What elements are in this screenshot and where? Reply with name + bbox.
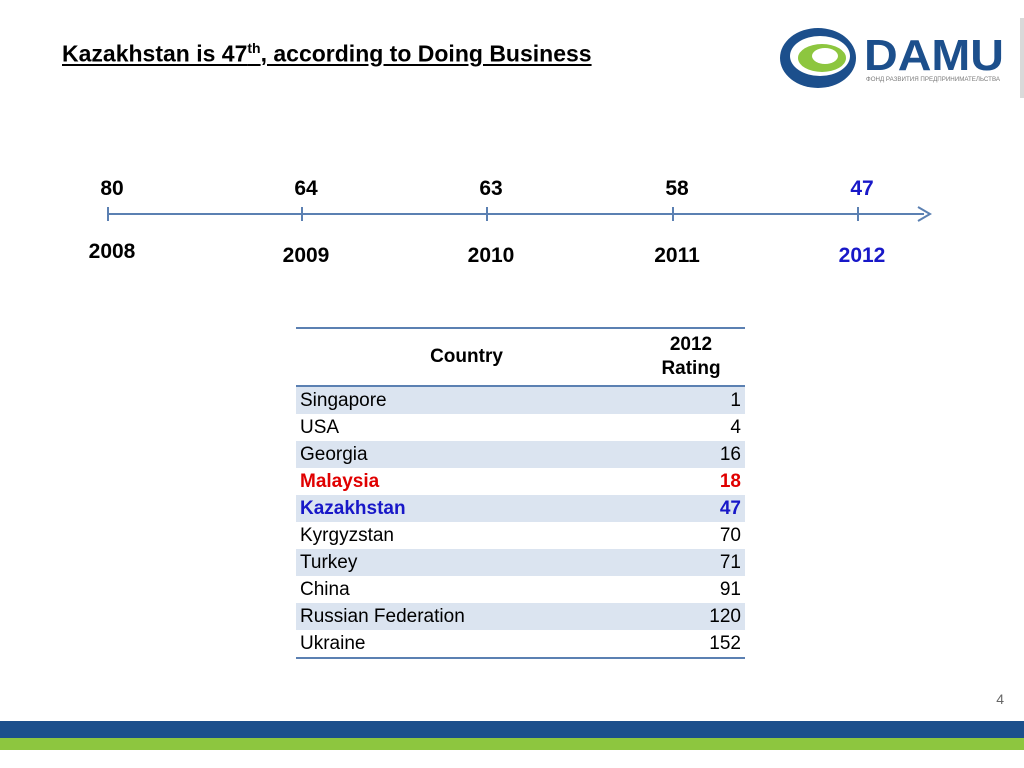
rating-cell: 152 — [637, 630, 745, 659]
rating-cell: 120 — [637, 603, 745, 630]
table-row-russian-federation: Russian Federation 120 — [296, 603, 745, 630]
logo-side-bar — [1020, 18, 1024, 98]
country-cell: Ukraine — [296, 630, 637, 659]
title-superscript: th — [247, 40, 261, 56]
rating-cell: 71 — [637, 549, 745, 576]
rating-cell: 16 — [637, 441, 745, 468]
country-cell: Turkey — [296, 549, 637, 576]
rating-cell: 47 — [637, 495, 745, 522]
timeline-value-2010: 63 — [479, 177, 502, 200]
page-number: 4 — [996, 691, 1004, 707]
table-row-turkey: Turkey 71 — [296, 549, 745, 576]
country-cell: USA — [300, 417, 340, 438]
timeline-year-2011: 2011 — [654, 244, 700, 267]
footer-blue-band — [0, 721, 1024, 738]
timeline-year-2008: 2008 — [89, 240, 136, 263]
logo-name: DAMU — [864, 31, 1004, 80]
ranking-timeline-chart: 80 64 63 58 47 2008 2009 2010 2011 2012 — [89, 177, 932, 267]
title-main-text: Kazakhstan is 47 — [62, 40, 248, 67]
table-row-ukraine: Ukraine 152 — [296, 630, 745, 659]
country-cell: Kazakhstan — [296, 495, 637, 522]
column-header-rating: 2012 Rating — [637, 327, 745, 387]
country-cell: Kyrgyzstan — [300, 525, 394, 546]
rating-cell: 91 — [719, 579, 741, 600]
rating-cell: 1 — [637, 386, 745, 414]
table-row-singapore: Singapore 1 — [296, 386, 745, 414]
table-row-kazakhstan: Kazakhstan 47 — [296, 495, 745, 522]
table-row-china: China 91 — [296, 576, 745, 603]
country-rating-table: Country 2012 Rating Singapore 1 USA 4 Geor… — [296, 327, 745, 659]
slide-title: Kazakhstan is 47th, according to Doing B… — [62, 40, 592, 68]
timeline-year-2009: 2009 — [283, 244, 330, 267]
table-row-kyrgyzstan: Kyrgyzstan 70 — [296, 522, 745, 549]
timeline-value-2012: 47 — [850, 177, 873, 200]
table-row-georgia: Georgia 16 — [296, 441, 745, 468]
timeline-value-2011: 58 — [665, 177, 689, 200]
table-row-usa: USA 4 — [296, 414, 745, 441]
timeline-year-2010: 2010 — [468, 244, 515, 267]
table-row-malaysia: Malaysia 18 — [296, 468, 745, 495]
rating-cell: 70 — [719, 525, 741, 546]
timeline-arrow-head — [917, 206, 932, 222]
footer-green-band — [0, 738, 1024, 750]
country-cell: Russian Federation — [296, 603, 637, 630]
timeline-year-2012: 2012 — [839, 244, 886, 267]
timeline-value-2008: 80 — [100, 177, 123, 200]
country-cell: Malaysia — [300, 471, 380, 492]
title-rest-text: , according to Doing Business — [260, 40, 592, 67]
country-cell: Singapore — [296, 386, 637, 414]
timeline-value-2009: 64 — [294, 177, 318, 200]
damu-swoosh-icon — [780, 28, 856, 88]
logo-tagline: ФОНД РАЗВИТИЯ ПРЕДПРИНИМАТЕЛЬСТВА — [866, 77, 1000, 83]
country-cell: Georgia — [296, 441, 637, 468]
country-cell: China — [300, 579, 350, 600]
rating-cell: 18 — [719, 471, 741, 492]
column-header-country: Country — [296, 327, 637, 387]
rating-cell: 4 — [730, 417, 741, 438]
damu-logo: DAMU ФОНД РАЗВИТИЯ ПРЕДПРИНИМАТЕЛЬСТВА — [780, 28, 1004, 88]
table-header-row: Country 2012 Rating — [296, 327, 745, 387]
